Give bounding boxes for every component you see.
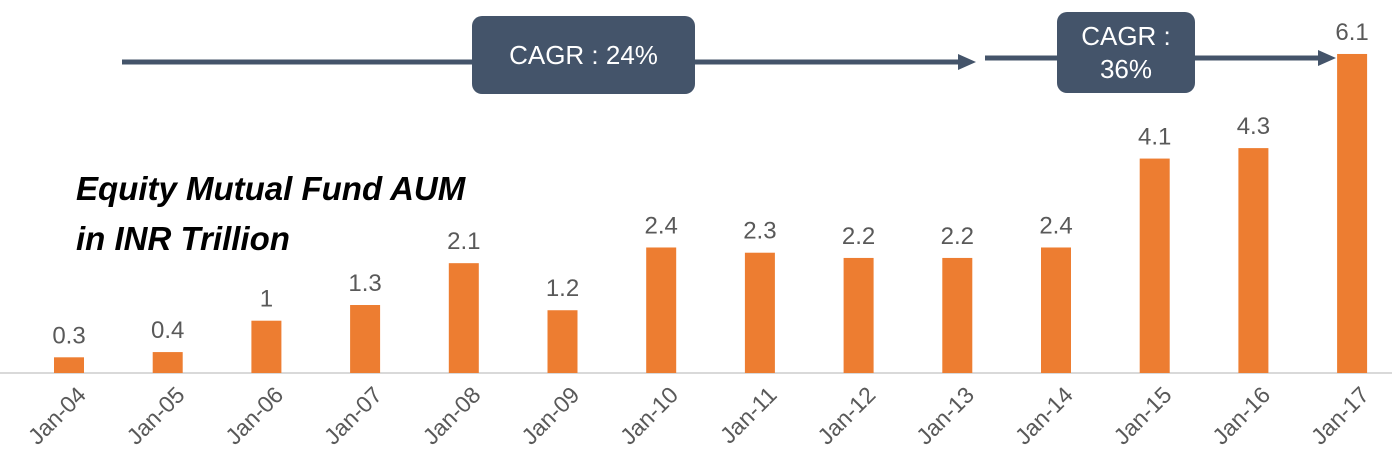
bar — [54, 357, 84, 373]
x-tick-label: Jan-13 — [911, 381, 979, 449]
x-tick-label: Jan-16 — [1207, 381, 1275, 449]
data-label: 2.2 — [941, 223, 974, 250]
x-tick-label: Jan-08 — [418, 381, 486, 449]
arrow-head — [958, 54, 976, 70]
bar — [251, 320, 282, 373]
bar — [646, 247, 677, 373]
x-tick-label: Jan-14 — [1010, 381, 1078, 449]
bar — [1238, 148, 1269, 373]
x-tick-label: Jan-17 — [1306, 381, 1374, 449]
chart-title: in INR Trillion — [76, 220, 290, 257]
x-tick-label: Jan-05 — [121, 381, 189, 449]
x-tick-label: Jan-15 — [1108, 381, 1176, 449]
x-tick-label: Jan-12 — [812, 381, 880, 449]
data-label: 6.1 — [1335, 19, 1368, 46]
annotation-box: CAGR : 24% — [472, 16, 695, 94]
data-label: 2.1 — [447, 228, 480, 255]
annotation-box: CAGR : 36% — [1057, 12, 1195, 93]
bar — [1041, 247, 1071, 373]
bar — [350, 305, 381, 373]
data-label: 0.3 — [52, 322, 85, 349]
data-label: 2.2 — [842, 223, 875, 250]
data-label: 1.2 — [546, 275, 579, 302]
bar — [1337, 53, 1368, 373]
x-tick-label: Jan-04 — [23, 381, 91, 449]
bar — [843, 257, 874, 373]
bar — [448, 263, 479, 373]
data-label: 1.3 — [348, 270, 381, 297]
data-label: 0.4 — [151, 317, 184, 344]
data-label: 1 — [260, 286, 273, 313]
data-label: 2.4 — [1039, 212, 1072, 239]
x-tick-label: Jan-10 — [615, 381, 683, 449]
data-label: 4.3 — [1237, 113, 1270, 140]
arrow-head — [1318, 50, 1336, 66]
x-tick-label: Jan-09 — [516, 381, 584, 449]
data-label: 2.3 — [743, 218, 776, 245]
bar — [744, 252, 775, 373]
x-tick-label: Jan-07 — [319, 381, 387, 449]
chart-title: Equity Mutual Fund AUM — [76, 170, 466, 207]
bar — [547, 310, 578, 373]
x-tick-label: Jan-11 — [715, 381, 782, 448]
bar — [942, 257, 973, 373]
data-label: 2.4 — [645, 212, 678, 239]
data-label: 4.1 — [1138, 124, 1171, 151]
bar — [152, 352, 183, 373]
x-tick-label: Jan-06 — [220, 381, 288, 449]
bar — [1139, 158, 1170, 373]
